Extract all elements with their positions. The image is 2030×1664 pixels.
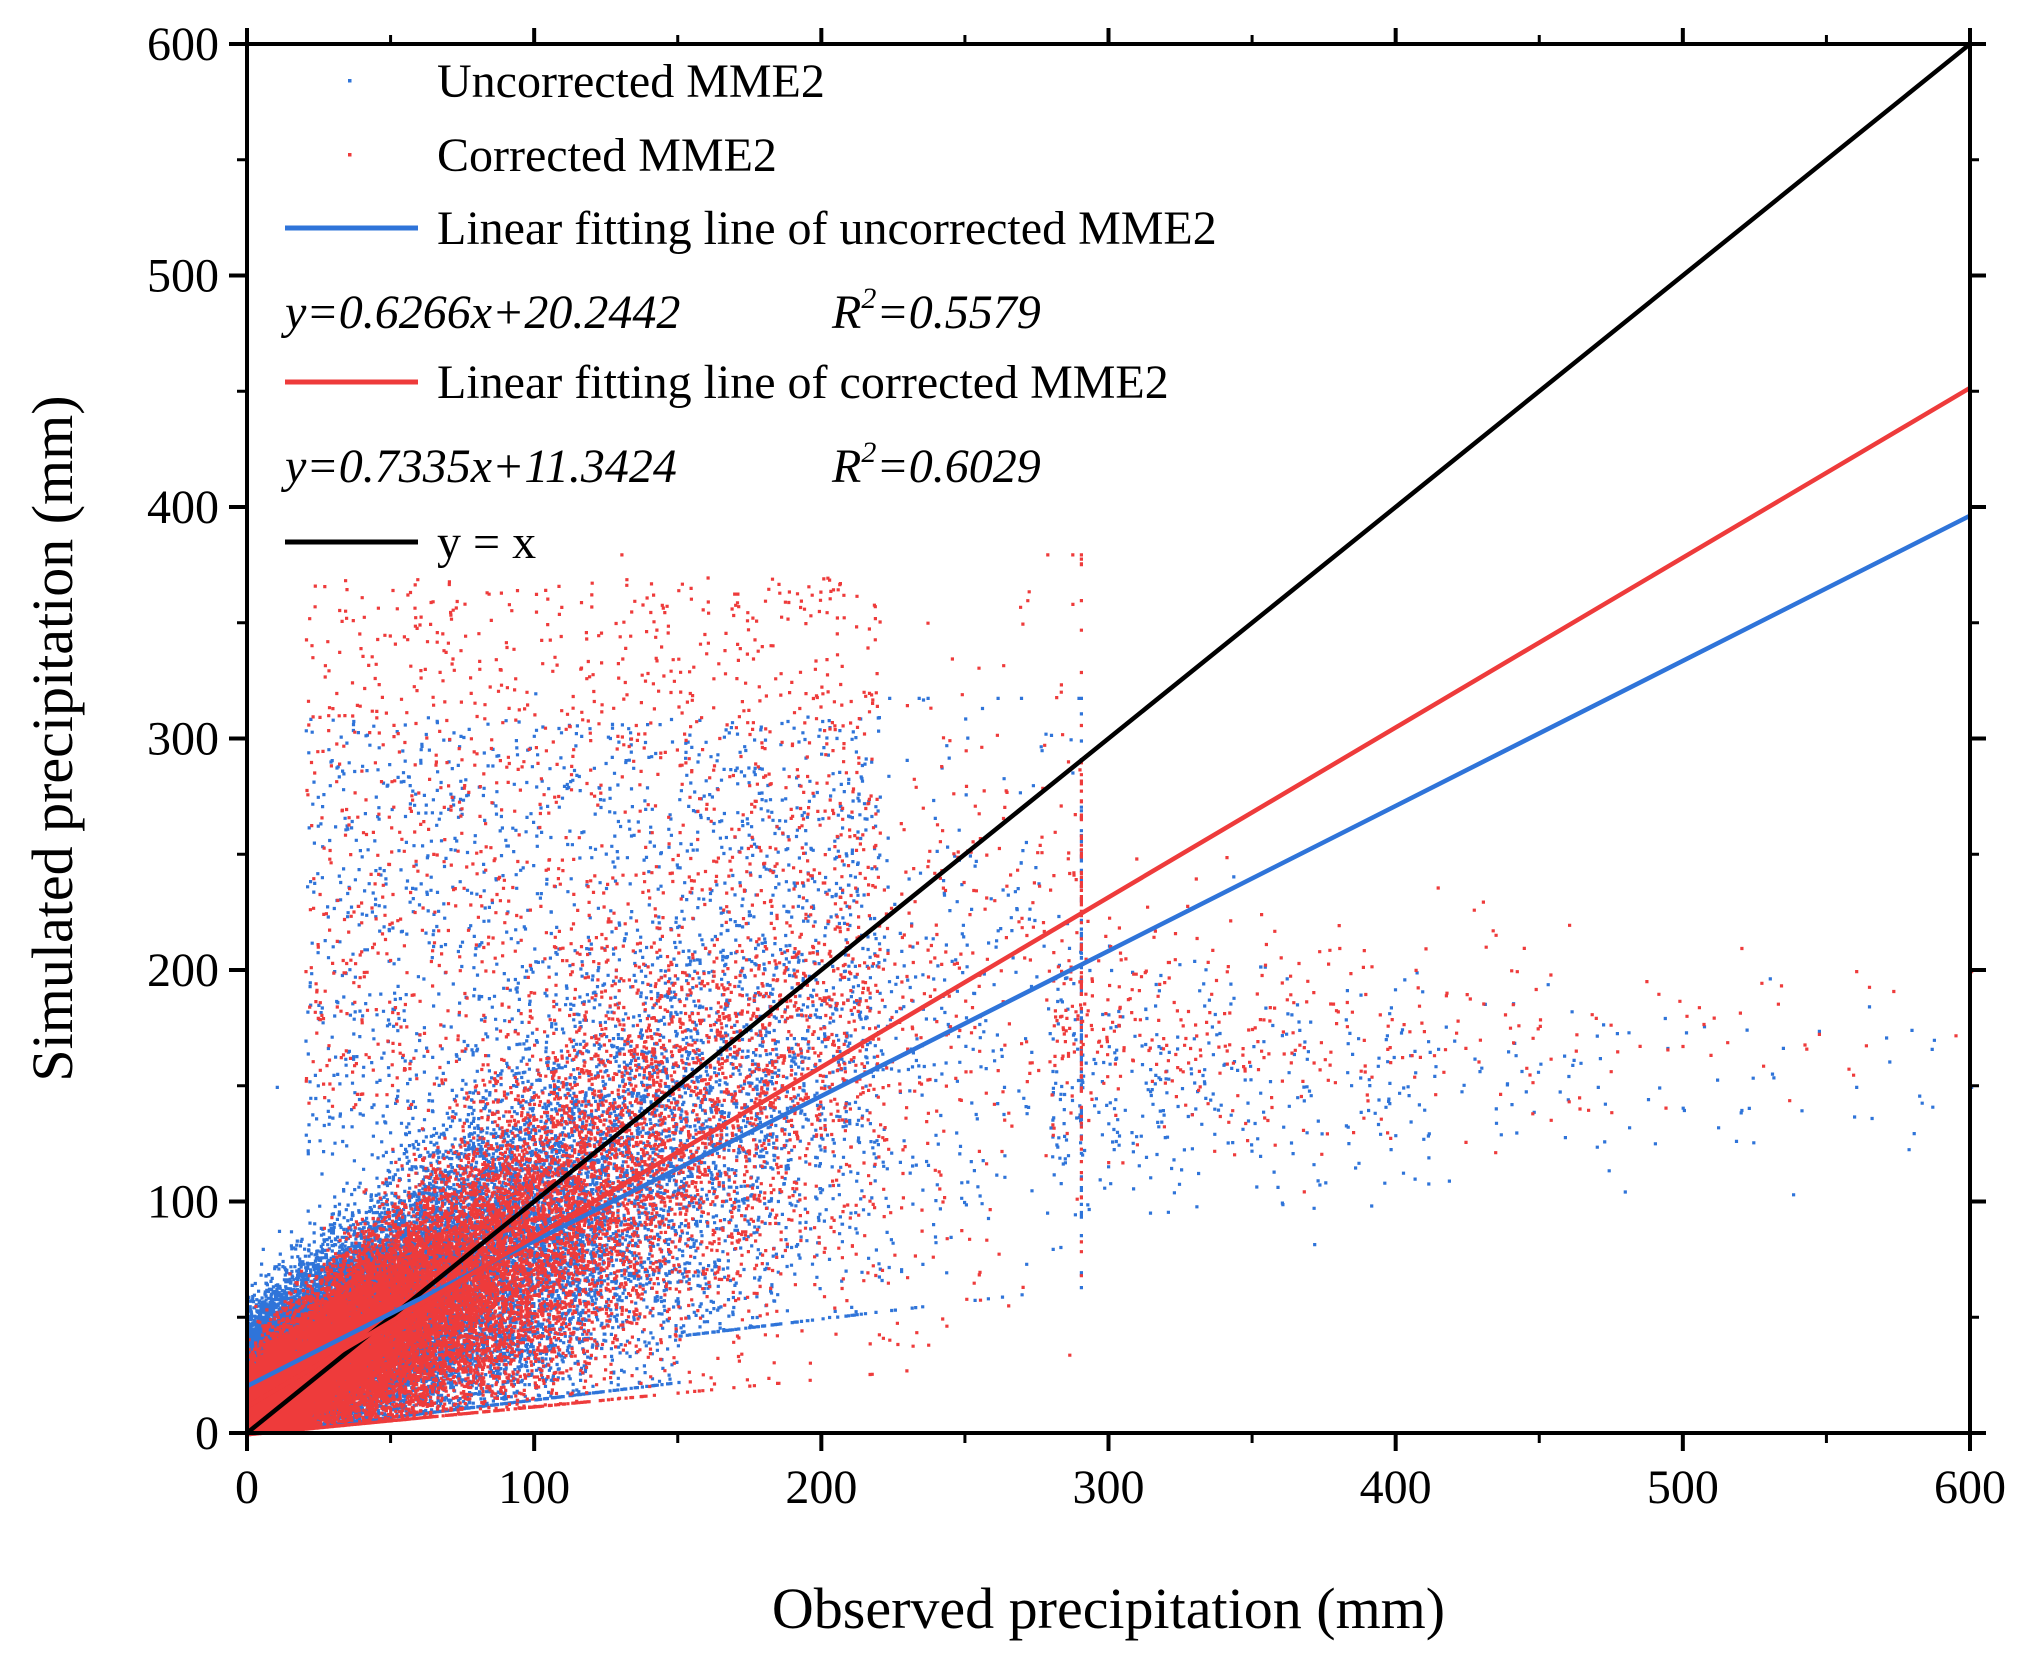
identity-line	[247, 44, 1970, 1433]
x-tick-label: 0	[235, 1461, 259, 1514]
r2-exponent: 2	[861, 436, 876, 469]
legend-label: Corrected MME2	[437, 129, 777, 182]
legend-label: Linear fitting line of corrected MME2	[437, 356, 1169, 409]
legend-entry: Linear fitting line of uncorrected MME2	[285, 202, 1217, 255]
r2-exponent: 2	[861, 282, 876, 315]
r2-value: =0.5579	[876, 286, 1040, 339]
y-tick-label: 600	[147, 18, 219, 71]
scatter-points	[247, 553, 1974, 1437]
fit-equation: y=0.7335x+11.3424 R2=0.6029	[280, 436, 1041, 493]
axis-ticks: 0 100 200 300 400 500 600 0 100 200 300 400 500 600	[147, 18, 2006, 1514]
x-tick-label: 100	[498, 1461, 570, 1514]
legend-entry: Corrected MME2	[348, 129, 777, 182]
legend: Uncorrected MME2 Corrected MME2 Linear fit…	[280, 55, 1217, 569]
fit-line-corrected	[247, 385, 1970, 1409]
fit-equation: y=0.6266x+20.2442 R2=0.5579	[280, 282, 1041, 339]
scatter-series-uncorrected	[247, 692, 1974, 1437]
fit-line-uncorrected	[247, 513, 1970, 1389]
y-tick-label: 200	[147, 944, 219, 997]
x-tick-label: 500	[1647, 1461, 1719, 1514]
legend-marker-dot	[348, 153, 352, 157]
point-clouds	[247, 553, 1974, 1437]
y-axis-title: Simulated precipitation (mm)	[20, 395, 85, 1081]
r2-value: =0.6029	[876, 440, 1040, 493]
scatter-series-corrected	[247, 553, 1974, 1437]
equation-formula: y=0.7335x+11.3424	[280, 440, 677, 493]
x-tick-label: 400	[1360, 1461, 1432, 1514]
y-tick-label: 100	[147, 1176, 219, 1229]
legend-label: Uncorrected MME2	[437, 55, 825, 108]
y-tick-label: 0	[195, 1407, 219, 1460]
legend-label: Linear fitting line of uncorrected MME2	[437, 202, 1217, 255]
x-tick-label: 600	[1934, 1461, 2006, 1514]
fit-lines	[247, 44, 1970, 1433]
legend-entry: y = x	[285, 516, 536, 569]
legend-marker-dot	[348, 79, 352, 83]
r2-prefix: R	[831, 286, 861, 339]
r2-prefix: R	[831, 440, 861, 493]
scatter-points	[247, 692, 1974, 1437]
x-tick-label: 300	[1073, 1461, 1145, 1514]
y-tick-label: 400	[147, 481, 219, 534]
x-axis-title: Observed precipitation (mm)	[772, 1576, 1445, 1641]
legend-entry: Uncorrected MME2	[348, 55, 825, 108]
x-tick-label: 200	[785, 1461, 857, 1514]
y-tick-label: 300	[147, 713, 219, 766]
legend-label: y = x	[437, 516, 536, 569]
y-tick-label: 500	[147, 250, 219, 303]
legend-entry: Linear fitting line of corrected MME2	[285, 356, 1169, 409]
equation-formula: y=0.6266x+20.2442	[280, 286, 680, 339]
